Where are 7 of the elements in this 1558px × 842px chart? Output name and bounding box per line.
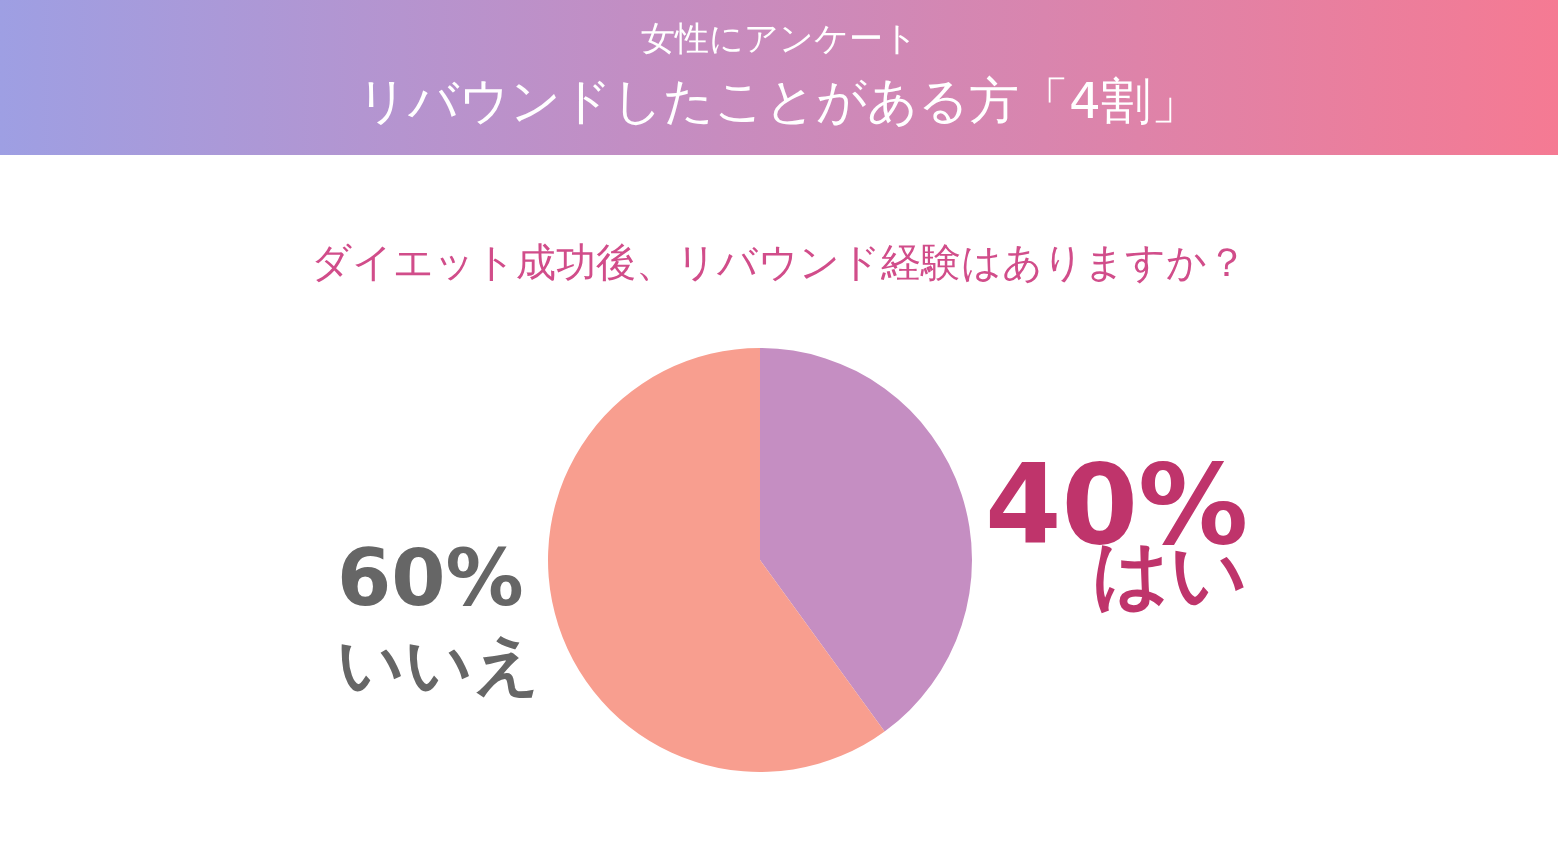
chart-title: 女性にアンケート	[639, 17, 919, 60]
pie-slice	[548, 348, 885, 772]
chart-subtitle: リバウンドしたことがある方「4割」	[356, 71, 1202, 132]
pie-slice	[760, 348, 972, 732]
data-label: 60%	[337, 533, 524, 623]
text: ダイエット成功後、リバウンド経験はありますか？	[311, 239, 1247, 285]
slice-label: いいえ	[337, 626, 541, 703]
